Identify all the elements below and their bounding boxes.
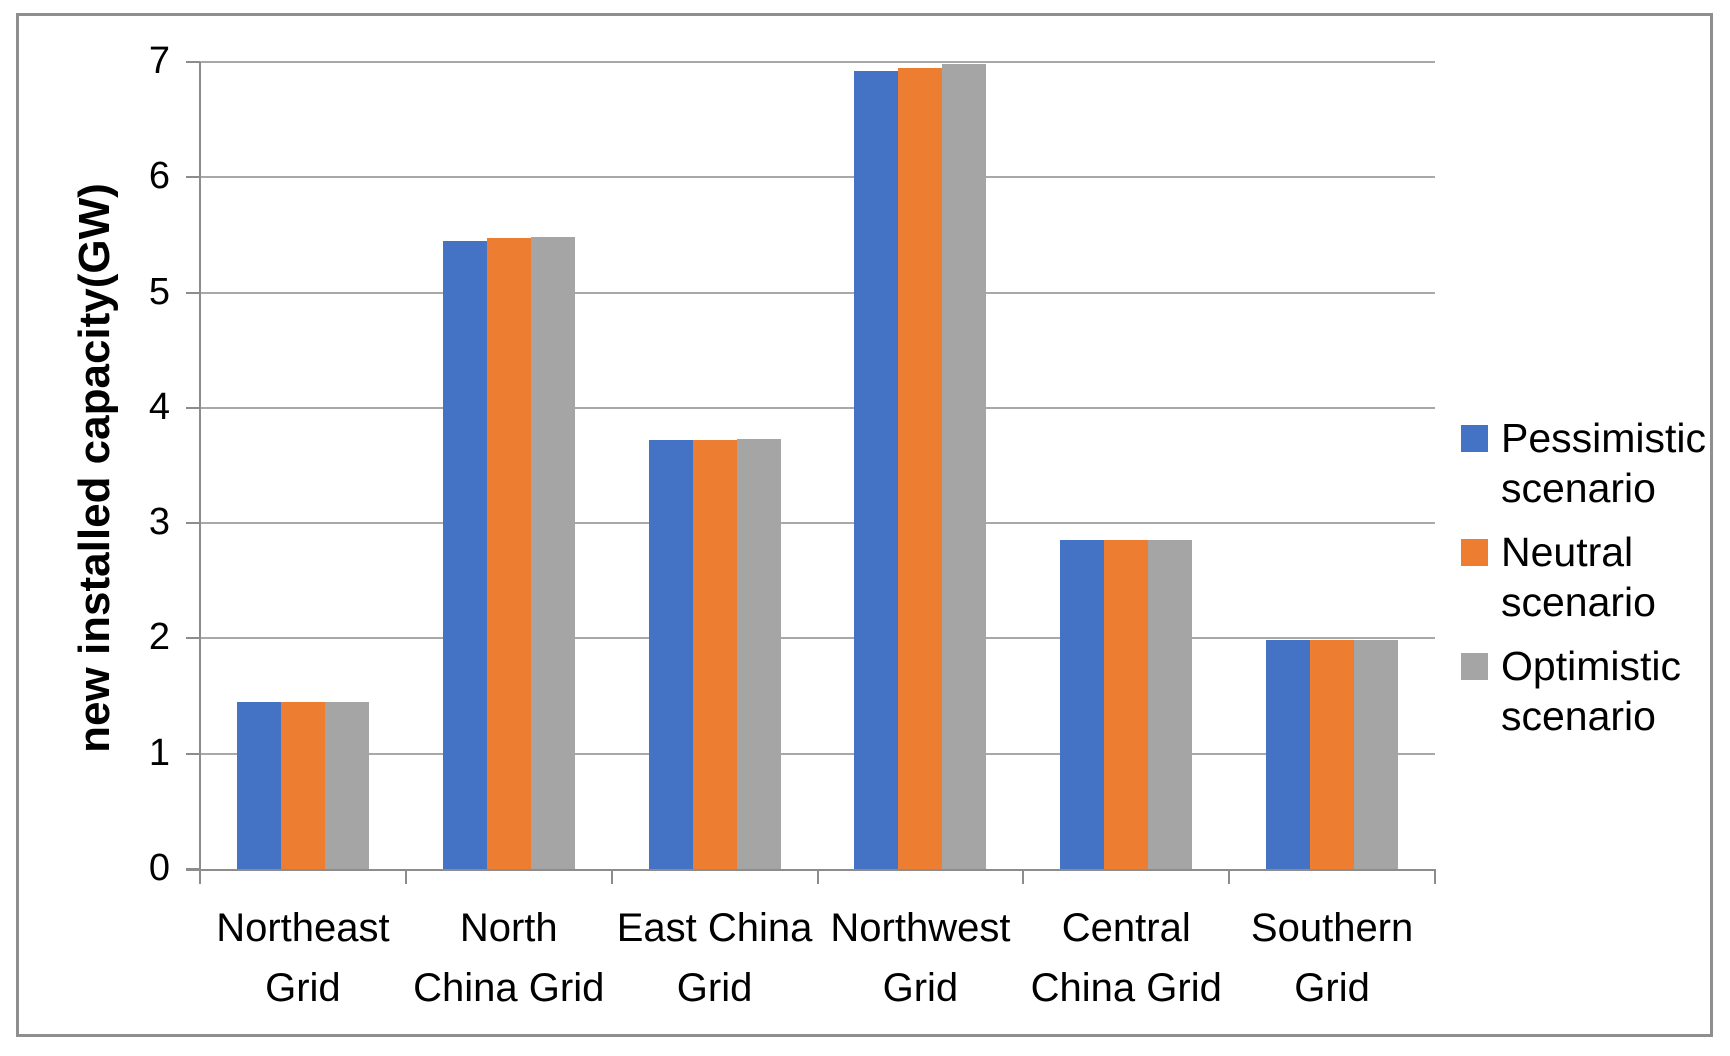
legend-item-label: Pessimistic scenario [1501, 415, 1707, 511]
x-category-label: East China Grid [616, 906, 813, 1010]
x-category-label: Northeast Grid [216, 906, 390, 1010]
y-tick-label: 0 [148, 847, 170, 890]
y-tick-mark [186, 868, 200, 870]
legend-item-label: Neutral scenario [1501, 529, 1656, 625]
bar [692, 440, 737, 869]
y-axis-line [199, 62, 201, 869]
legend-color-swatch-icon [1461, 539, 1488, 566]
x-category-label: North China Grid [413, 906, 605, 1010]
gridline [200, 176, 1435, 179]
x-tick-mark [1228, 869, 1231, 884]
y-tick-label: 1 [148, 731, 170, 774]
x-tick-mark [404, 869, 407, 884]
y-tick-mark [186, 291, 200, 294]
legend-item: Neutral scenario [1461, 527, 1706, 627]
legend-item: Pessimistic scenario [1461, 413, 1706, 513]
bar [280, 701, 325, 869]
y-tick-mark [186, 752, 200, 755]
y-tick-label: 7 [148, 40, 170, 83]
bar [324, 701, 369, 869]
bar [1354, 639, 1399, 869]
bar [1148, 540, 1193, 869]
bar [442, 240, 487, 869]
y-tick-label: 2 [148, 616, 170, 659]
bar [898, 67, 943, 869]
x-axis-line [186, 869, 1435, 871]
gridline [200, 522, 1435, 525]
bar [648, 440, 693, 869]
x-tick-mark [199, 869, 201, 884]
x-category-label: Southern Grid [1250, 906, 1414, 1010]
y-axis-title: new installed capacity(GW) [70, 183, 119, 753]
gridline [200, 406, 1435, 409]
y-tick-mark [186, 61, 200, 63]
legend-color-swatch-icon [1461, 653, 1488, 680]
y-tick-mark [186, 522, 200, 525]
x-category-label: Central China Grid [1030, 906, 1222, 1010]
bar [736, 438, 781, 869]
legend-color-swatch-icon [1461, 425, 1488, 452]
bar [942, 64, 987, 869]
bar [854, 71, 899, 869]
bar [1310, 639, 1355, 869]
x-tick-mark [610, 869, 613, 884]
bar [530, 237, 575, 869]
gridline [200, 752, 1435, 755]
plot-area [186, 61, 1436, 884]
gridline [200, 291, 1435, 294]
gridline [200, 61, 1435, 63]
x-category-label: Northwest Grid [830, 906, 1011, 1010]
x-tick-mark [816, 869, 819, 884]
bar [1060, 540, 1105, 869]
legend-item-label: Optimistic scenario [1501, 643, 1681, 739]
y-tick-label: 4 [148, 386, 170, 429]
bar [1104, 540, 1149, 869]
y-tick-label: 3 [148, 501, 170, 544]
y-tick-label: 5 [148, 270, 170, 313]
y-tick-mark [186, 176, 200, 179]
chart-border-frame [16, 13, 1713, 1037]
bar [486, 238, 531, 869]
bar [1266, 639, 1311, 869]
legend-item: Optimistic scenario [1461, 641, 1706, 741]
gridline [200, 637, 1435, 640]
y-tick-label: 6 [148, 155, 170, 198]
x-tick-mark [1022, 869, 1025, 884]
y-tick-mark [186, 637, 200, 640]
legend: Pessimistic scenario Neutral scenario Opti… [1461, 413, 1706, 755]
bar [236, 701, 281, 869]
x-tick-mark [1434, 869, 1436, 884]
y-tick-mark [186, 406, 200, 409]
